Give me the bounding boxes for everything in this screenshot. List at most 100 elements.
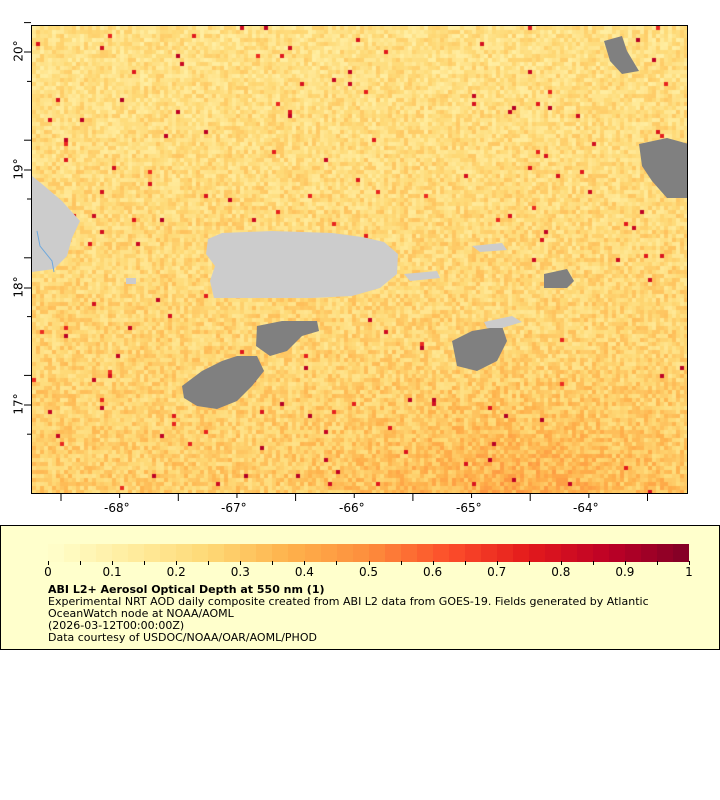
- colorbar-tick: [272, 561, 274, 565]
- aod-map: [31, 25, 688, 494]
- colorbar-swatch: [288, 544, 305, 562]
- colorbar-tick-label: 0.9: [615, 565, 635, 579]
- colorbar-swatch: [673, 544, 690, 562]
- colorbar-swatch: [64, 544, 81, 562]
- colorbar-swatch: [480, 544, 497, 562]
- colorbar-tick-label: 0.1: [102, 565, 122, 579]
- colorbar-tick: [400, 561, 402, 565]
- colorbar-swatch: [368, 544, 385, 562]
- legend-line: OceanWatch node at NOAA/AOML: [48, 607, 234, 620]
- nodata-area: [544, 269, 574, 288]
- nodata-area: [639, 138, 687, 198]
- land-hispaniola: [32, 176, 80, 272]
- colorbar-swatch: [416, 544, 433, 562]
- colorbar-swatch: [176, 544, 193, 562]
- colorbar-swatch: [352, 544, 369, 562]
- colorbar-swatch: [224, 544, 241, 562]
- colorbar-swatch: [432, 544, 449, 562]
- colorbar-tick-label: 0.7: [487, 565, 507, 579]
- land-vieques: [404, 271, 440, 281]
- colorbar-tick: [496, 561, 498, 565]
- colorbar-swatch: [336, 544, 353, 562]
- colorbar-swatch: [304, 544, 321, 562]
- colorbar-tick: [48, 561, 49, 565]
- colorbar-swatch: [657, 544, 674, 562]
- land-puerto-rico: [206, 231, 398, 298]
- nodata-area: [182, 356, 264, 409]
- colorbar-swatch: [96, 544, 113, 562]
- x-tick-label: -67°: [221, 501, 247, 515]
- colorbar-swatch: [400, 544, 417, 562]
- colorbar-swatch: [641, 544, 658, 562]
- x-tick-label: -66°: [339, 501, 365, 515]
- colorbar-tick: [336, 561, 338, 565]
- colorbar-tick-label: 0: [44, 565, 52, 579]
- colorbar-tick: [528, 561, 530, 565]
- colorbar-tick: [432, 561, 434, 565]
- colorbar-swatch: [160, 544, 177, 562]
- colorbar-tick: [304, 561, 306, 565]
- colorbar-tick-label: 0.6: [423, 565, 443, 579]
- colorbar-tick: [656, 561, 658, 565]
- x-tick-label: -64°: [573, 501, 599, 515]
- land-mona: [126, 278, 136, 284]
- colorbar-tick: [144, 561, 146, 565]
- colorbar-tick: [176, 561, 178, 565]
- legend-title: ABI L2+ Aerosol Optical Depth at 550 nm …: [48, 583, 325, 596]
- nodata-area: [452, 326, 507, 371]
- colorbar-swatch: [272, 544, 289, 562]
- axis-ticks: [24, 22, 648, 501]
- colorbar-swatch: [512, 544, 529, 562]
- nodata-area: [256, 321, 319, 356]
- legend-line: (2026-03-12T00:00:00Z): [48, 619, 185, 632]
- colorbar-tick: [464, 561, 466, 565]
- colorbar-tick: [208, 561, 210, 565]
- colorbar-tick-label: 0.3: [230, 565, 250, 579]
- legend-line: Data courtesy of USDOC/NOAA/OAR/AOML/PHO…: [48, 631, 317, 644]
- colorbar-tick: [560, 561, 562, 565]
- colorbar-swatch: [561, 544, 578, 562]
- colorbar-swatch: [144, 544, 161, 562]
- colorbar: [48, 544, 690, 562]
- colorbar-tick-label: 0.5: [358, 565, 379, 579]
- x-tick-label: -65°: [456, 501, 482, 515]
- colorbar-swatch: [609, 544, 626, 562]
- colorbar-tick-label: 0.4: [294, 565, 314, 579]
- colorbar-tick-label: 0.2: [166, 565, 186, 579]
- colorbar-tick-label: 1: [685, 565, 693, 579]
- colorbar-swatch: [112, 544, 129, 562]
- colorbar-swatch: [320, 544, 337, 562]
- colorbar-swatch: [464, 544, 481, 562]
- colorbar-swatch: [593, 544, 610, 562]
- colorbar-tick: [624, 561, 626, 565]
- legend: 0 0.1 0.2 0.3 0.4 0.5 0.6 0.7 0.8 0.9 1 ABI L2+ Ae…: [0, 525, 720, 650]
- land-virgin-islands: [472, 243, 507, 252]
- colorbar-swatch: [496, 544, 513, 562]
- colorbar-tick: [80, 561, 82, 565]
- colorbar-swatch: [48, 544, 65, 562]
- colorbar-swatch: [208, 544, 225, 562]
- colorbar-swatch: [192, 544, 209, 562]
- colorbar-swatch: [128, 544, 145, 562]
- colorbar-swatch: [625, 544, 642, 562]
- colorbar-swatch: [544, 544, 561, 562]
- colorbar-tick: [592, 561, 594, 565]
- land-st-croix: [484, 316, 522, 328]
- colorbar-tick: [368, 561, 370, 565]
- colorbar-swatch: [577, 544, 594, 562]
- colorbar-swatch: [384, 544, 401, 562]
- colorbar-tick-label: 0.8: [551, 565, 571, 579]
- nodata-areas: [182, 36, 687, 409]
- colorbar-swatch: [256, 544, 273, 562]
- colorbar-swatch: [240, 544, 257, 562]
- legend-line: Experimental NRT AOD daily composite cre…: [48, 595, 649, 608]
- colorbar-swatch: [448, 544, 465, 562]
- colorbar-tick: [240, 561, 242, 565]
- land-areas: [32, 176, 522, 328]
- x-tick-label: -68°: [104, 501, 130, 515]
- colorbar-swatch: [528, 544, 545, 562]
- river-line: [36, 230, 55, 273]
- colorbar-tick: [689, 561, 690, 565]
- colorbar-tick: [112, 561, 114, 565]
- colorbar-swatch: [80, 544, 97, 562]
